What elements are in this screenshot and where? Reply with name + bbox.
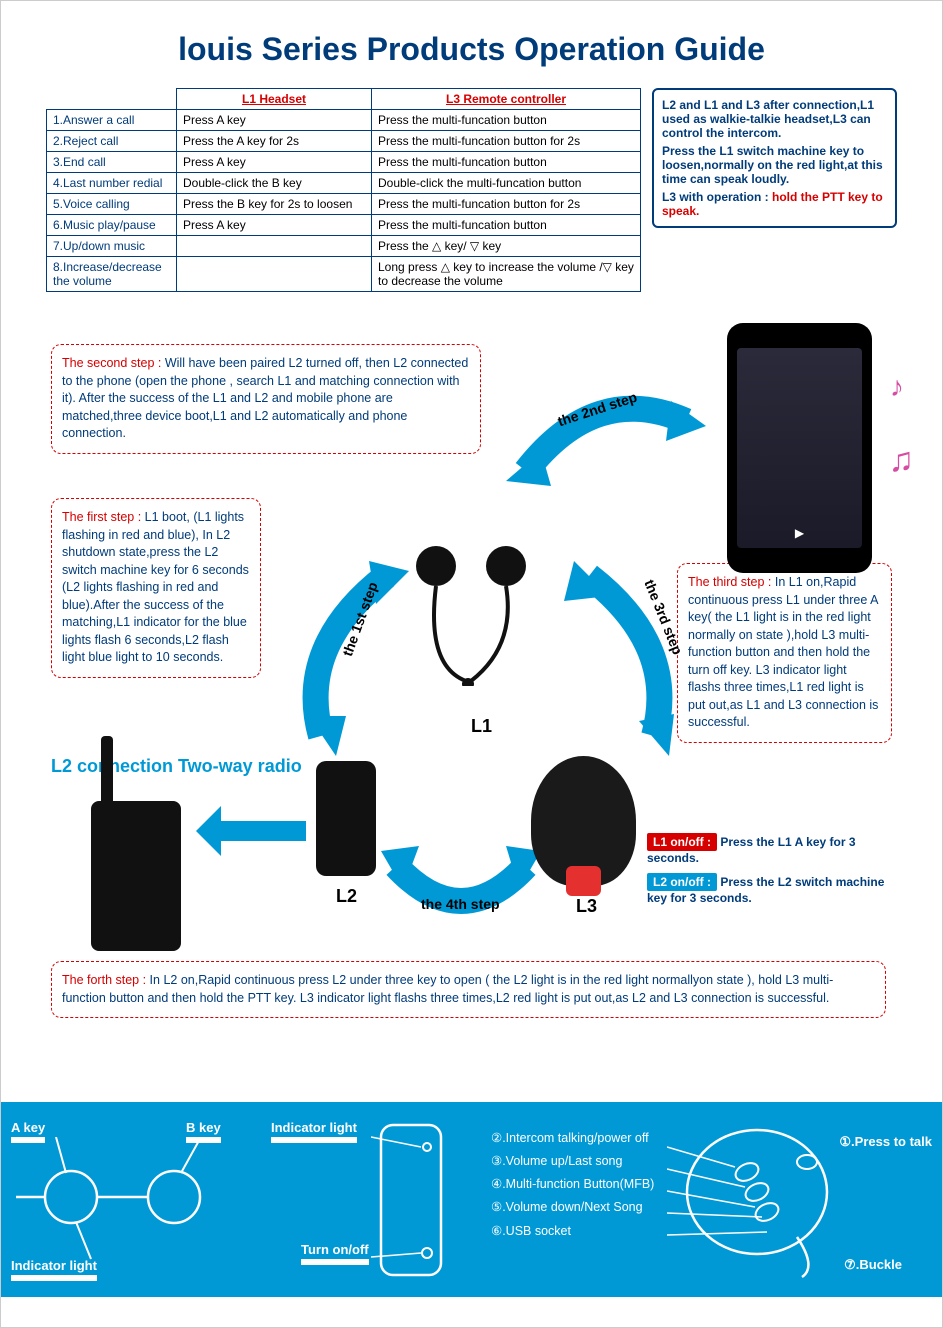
table-cell: 1.Answer a call (47, 110, 177, 131)
step2-callout: The second step : Will have been paired … (51, 344, 481, 454)
table-row: 1.Answer a callPress A keyPress the mult… (47, 110, 641, 131)
page-title: louis Series Products Operation Guide (1, 1, 942, 88)
arrow-step3 (559, 556, 689, 756)
two-way-radio (91, 801, 181, 951)
remote-item: ⑤.Volume down/Next Song (491, 1196, 654, 1219)
headset-sketch (16, 1137, 246, 1262)
remote-item: ⑥.USB socket (491, 1220, 654, 1243)
music-note-icon: ♫ (889, 441, 915, 480)
table-header-row: L1 Headset L3 Remote controller (47, 89, 641, 110)
step1-callout: The first step : L1 boot, (L1 lights fla… (51, 498, 261, 678)
phone-screen (737, 348, 862, 548)
phone-device (727, 323, 872, 573)
table-cell: Press A key (177, 152, 372, 173)
step1-body: L1 boot, (L1 lights flashing in red and … (62, 510, 249, 664)
th-blank (47, 89, 177, 110)
table-cell: 4.Last number redial (47, 173, 177, 194)
table-cell (177, 257, 372, 292)
table-row: 2.Reject callPress the A key for 2sPress… (47, 131, 641, 152)
step4-callout: The forth step : In L2 on,Rapid continuo… (51, 961, 886, 1018)
info-line3-prefix: L3 with operation : (662, 190, 772, 204)
remote-labels-list: ②.Intercom talking/power off ③.Volume up… (491, 1127, 654, 1243)
table-cell: Press A key (177, 110, 372, 131)
table-cell: Press A key (177, 215, 372, 236)
remote-item: ④.Multi-function Button(MFB) (491, 1173, 654, 1196)
table-cell: Double-click the multi-funcation button (372, 173, 641, 194)
music-note-icon: ♪ (890, 371, 904, 403)
table-cell: Press the multi-funcation button (372, 215, 641, 236)
table-row: 3.End callPress A keyPress the multi-fun… (47, 152, 641, 173)
arrow-l2-radio (196, 806, 311, 856)
table-cell: 8.Increase/decrease the volume (47, 257, 177, 292)
l2-onoff-badge: L2 on/off : (647, 873, 717, 891)
operations-table: L1 Headset L3 Remote controller 1.Answer… (46, 88, 641, 292)
remote-item: ②.Intercom talking/power off (491, 1127, 654, 1150)
step4-body: In L2 on,Rapid continuous press L2 under… (62, 973, 833, 1005)
table-cell: Press the multi-funcation button for 2s (372, 131, 641, 152)
l2-sketch (371, 1117, 451, 1282)
step2-title: The second step : (62, 356, 165, 370)
table-cell: Press the A key for 2s (177, 131, 372, 152)
table-cell: Press the △ key/ ▽ key (372, 236, 641, 257)
table-row: 7.Up/down music Press the △ key/ ▽ key (47, 236, 641, 257)
bottom-panel: A key B key Indicator light Indicator li… (1, 1102, 942, 1297)
arrow-step1 (291, 556, 421, 756)
l1-onoff-badge: L1 on/off : (647, 833, 717, 851)
table-cell (177, 236, 372, 257)
step4-arc-label: the 4th step (421, 896, 500, 912)
info-box: L2 and L1 and L3 after connection,L1 use… (652, 88, 897, 228)
press-to-talk-label: ①.Press to talk (839, 1134, 932, 1150)
step3-body: In L1 on,Rapid continuous press L1 under… (688, 575, 878, 729)
table-cell: Long press △ key to increase the volume … (372, 257, 641, 292)
table-row: 8.Increase/decrease the volume Long press… (47, 257, 641, 292)
step3-callout: The third step : In L1 on,Rapid continuo… (677, 563, 892, 743)
l3-label: L3 (576, 896, 597, 917)
l1-label: L1 (471, 716, 492, 737)
table-cell: 3.End call (47, 152, 177, 173)
step1-title: The first step : (62, 510, 145, 524)
table-row: 5.Voice callingPress the B key for 2s to… (47, 194, 641, 215)
table-cell: Press the B key for 2s to loosen (177, 194, 372, 215)
info-line2: Press the L1 switch machine key to loose… (662, 144, 887, 186)
remote-item: ③.Volume up/Last song (491, 1150, 654, 1173)
l2-device (316, 761, 376, 876)
turn-onoff-label: Turn on/off (301, 1242, 369, 1265)
table-row: 4.Last number redialDouble-click the B k… (47, 173, 641, 194)
table-cell: 5.Voice calling (47, 194, 177, 215)
l2-connection-label: L2 connection Two-way radio (51, 756, 302, 777)
indicator-light-label-mid: Indicator light (271, 1120, 357, 1143)
table-cell: 2.Reject call (47, 131, 177, 152)
table-cell: 6.Music play/pause (47, 215, 177, 236)
table-cell: Press the multi-funcation button for 2s (372, 194, 641, 215)
l3-sketch (667, 1117, 842, 1282)
l2-label: L2 (336, 886, 357, 907)
table-cell: 7.Up/down music (47, 236, 177, 257)
l1-headset (416, 546, 546, 676)
buckle-label: ⑦.Buckle (844, 1257, 902, 1273)
info-line1: L2 and L1 and L3 after connection,L1 use… (662, 98, 887, 140)
table-cell: Press the multi-funcation button (372, 152, 641, 173)
table-cell: Double-click the B key (177, 173, 372, 194)
arrow-step4 (381, 841, 541, 941)
step3-title: The third step : (688, 575, 775, 589)
table-cell: Press the multi-funcation button (372, 110, 641, 131)
th-l3: L3 Remote controller (372, 89, 641, 110)
radio-antenna (101, 736, 113, 806)
th-l1: L1 Headset (177, 89, 372, 110)
onoff-box: L1 on/off : Press the L1 A key for 3 sec… (647, 833, 892, 905)
l3-device (531, 756, 636, 886)
table-row: 6.Music play/pausePress A keyPress the m… (47, 215, 641, 236)
step4-title: The forth step : (62, 973, 150, 987)
